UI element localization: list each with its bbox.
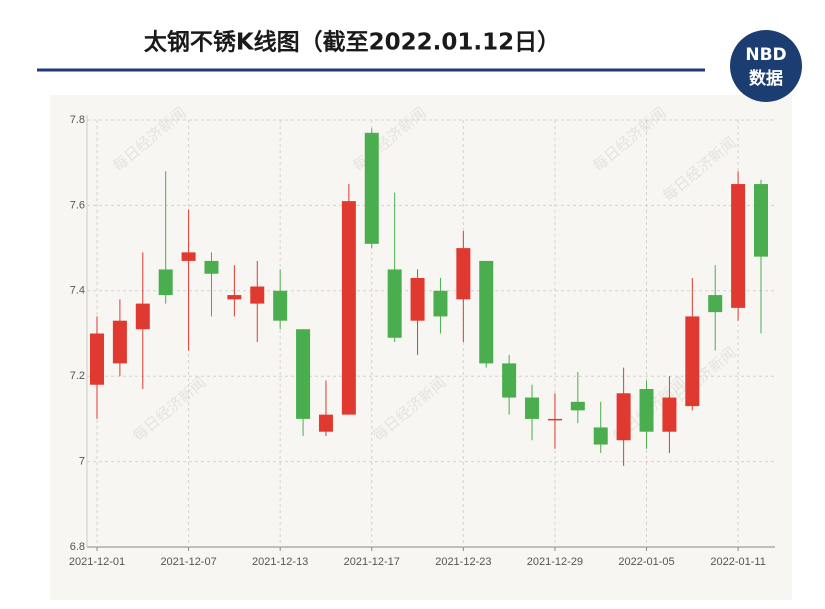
candle-body (135, 303, 150, 330)
candle-body (364, 132, 379, 244)
y-tick-label: 6.8 (70, 541, 85, 553)
x-tick-label: 2022-01-11 (710, 556, 765, 568)
candle-body (318, 414, 333, 432)
candle-body (273, 290, 288, 321)
y-tick-label: 7.6 (70, 199, 85, 211)
candle-body (593, 427, 608, 445)
x-tick-label: 2021-12-01 (69, 556, 125, 568)
candle-body (158, 269, 173, 296)
candle-body (181, 252, 196, 261)
candle-body (250, 286, 265, 304)
y-tick-label: 7 (79, 456, 85, 468)
candle-body (341, 201, 356, 415)
y-tick-label: 7.8 (70, 114, 85, 126)
candle-body (502, 363, 517, 398)
x-tick-label: 2022-01-05 (618, 556, 674, 568)
y-tick-label: 7.4 (70, 285, 85, 297)
candle-body (479, 260, 494, 364)
x-tick-label: 2021-12-23 (435, 556, 491, 568)
candle-body (525, 397, 540, 419)
candle-body (410, 277, 425, 321)
candle-body (639, 389, 654, 432)
x-tick-label: 2021-12-17 (344, 556, 400, 568)
candle-body (731, 184, 746, 308)
candle-body (708, 295, 723, 313)
logo (730, 30, 802, 102)
candle-body (112, 320, 127, 364)
candle-body (387, 269, 402, 338)
candle-body (204, 260, 219, 274)
y-tick-label: 7.2 (70, 370, 85, 382)
candle-body (456, 248, 471, 300)
plot-background (50, 95, 792, 600)
candle-body (685, 316, 700, 407)
candle-body (433, 290, 448, 317)
chart-title: 太钢不锈K线图（截至2022.01.12日） (144, 29, 560, 56)
candle-body (90, 333, 104, 385)
x-tick-label: 2021-12-29 (527, 556, 583, 568)
logo-text: NBD (745, 45, 786, 65)
candle-body (662, 397, 677, 432)
candle-body (754, 184, 768, 257)
x-tick-label: 2021-12-07 (160, 556, 216, 568)
candle-body (570, 401, 585, 411)
candle-body (296, 329, 311, 419)
candle-body (547, 418, 562, 421)
candle-body (227, 295, 242, 300)
x-tick-label: 2021-12-13 (252, 556, 308, 568)
logo-text: 数据 (749, 68, 783, 89)
candle-body (616, 393, 631, 441)
